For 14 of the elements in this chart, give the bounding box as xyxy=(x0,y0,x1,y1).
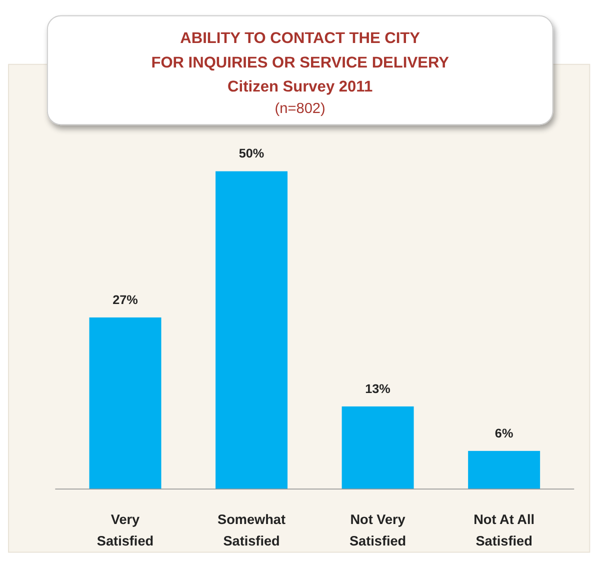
data-label: 50% xyxy=(238,146,264,161)
data-label: 13% xyxy=(365,382,390,396)
bar xyxy=(216,171,288,490)
chart-title: ABILITY TO CONTACT THE CITY FOR INQUIRIES OR SERVICE DELIVERY Citizen Survey 2011 xyxy=(151,30,450,96)
chart-subtitle: (n=802) xyxy=(274,100,326,117)
x-tick-label: Not Very Satisfied xyxy=(349,512,406,548)
bar xyxy=(342,406,414,490)
x-tick-label: Not At All Satisfied xyxy=(474,512,535,548)
bar xyxy=(468,450,540,490)
x-tick-label: Somewhat Satisfied xyxy=(218,512,286,548)
bar xyxy=(89,317,162,490)
data-label: 27% xyxy=(112,292,138,307)
data-label: 6% xyxy=(494,426,514,440)
x-tick-label: Very Satisfied xyxy=(96,512,154,548)
